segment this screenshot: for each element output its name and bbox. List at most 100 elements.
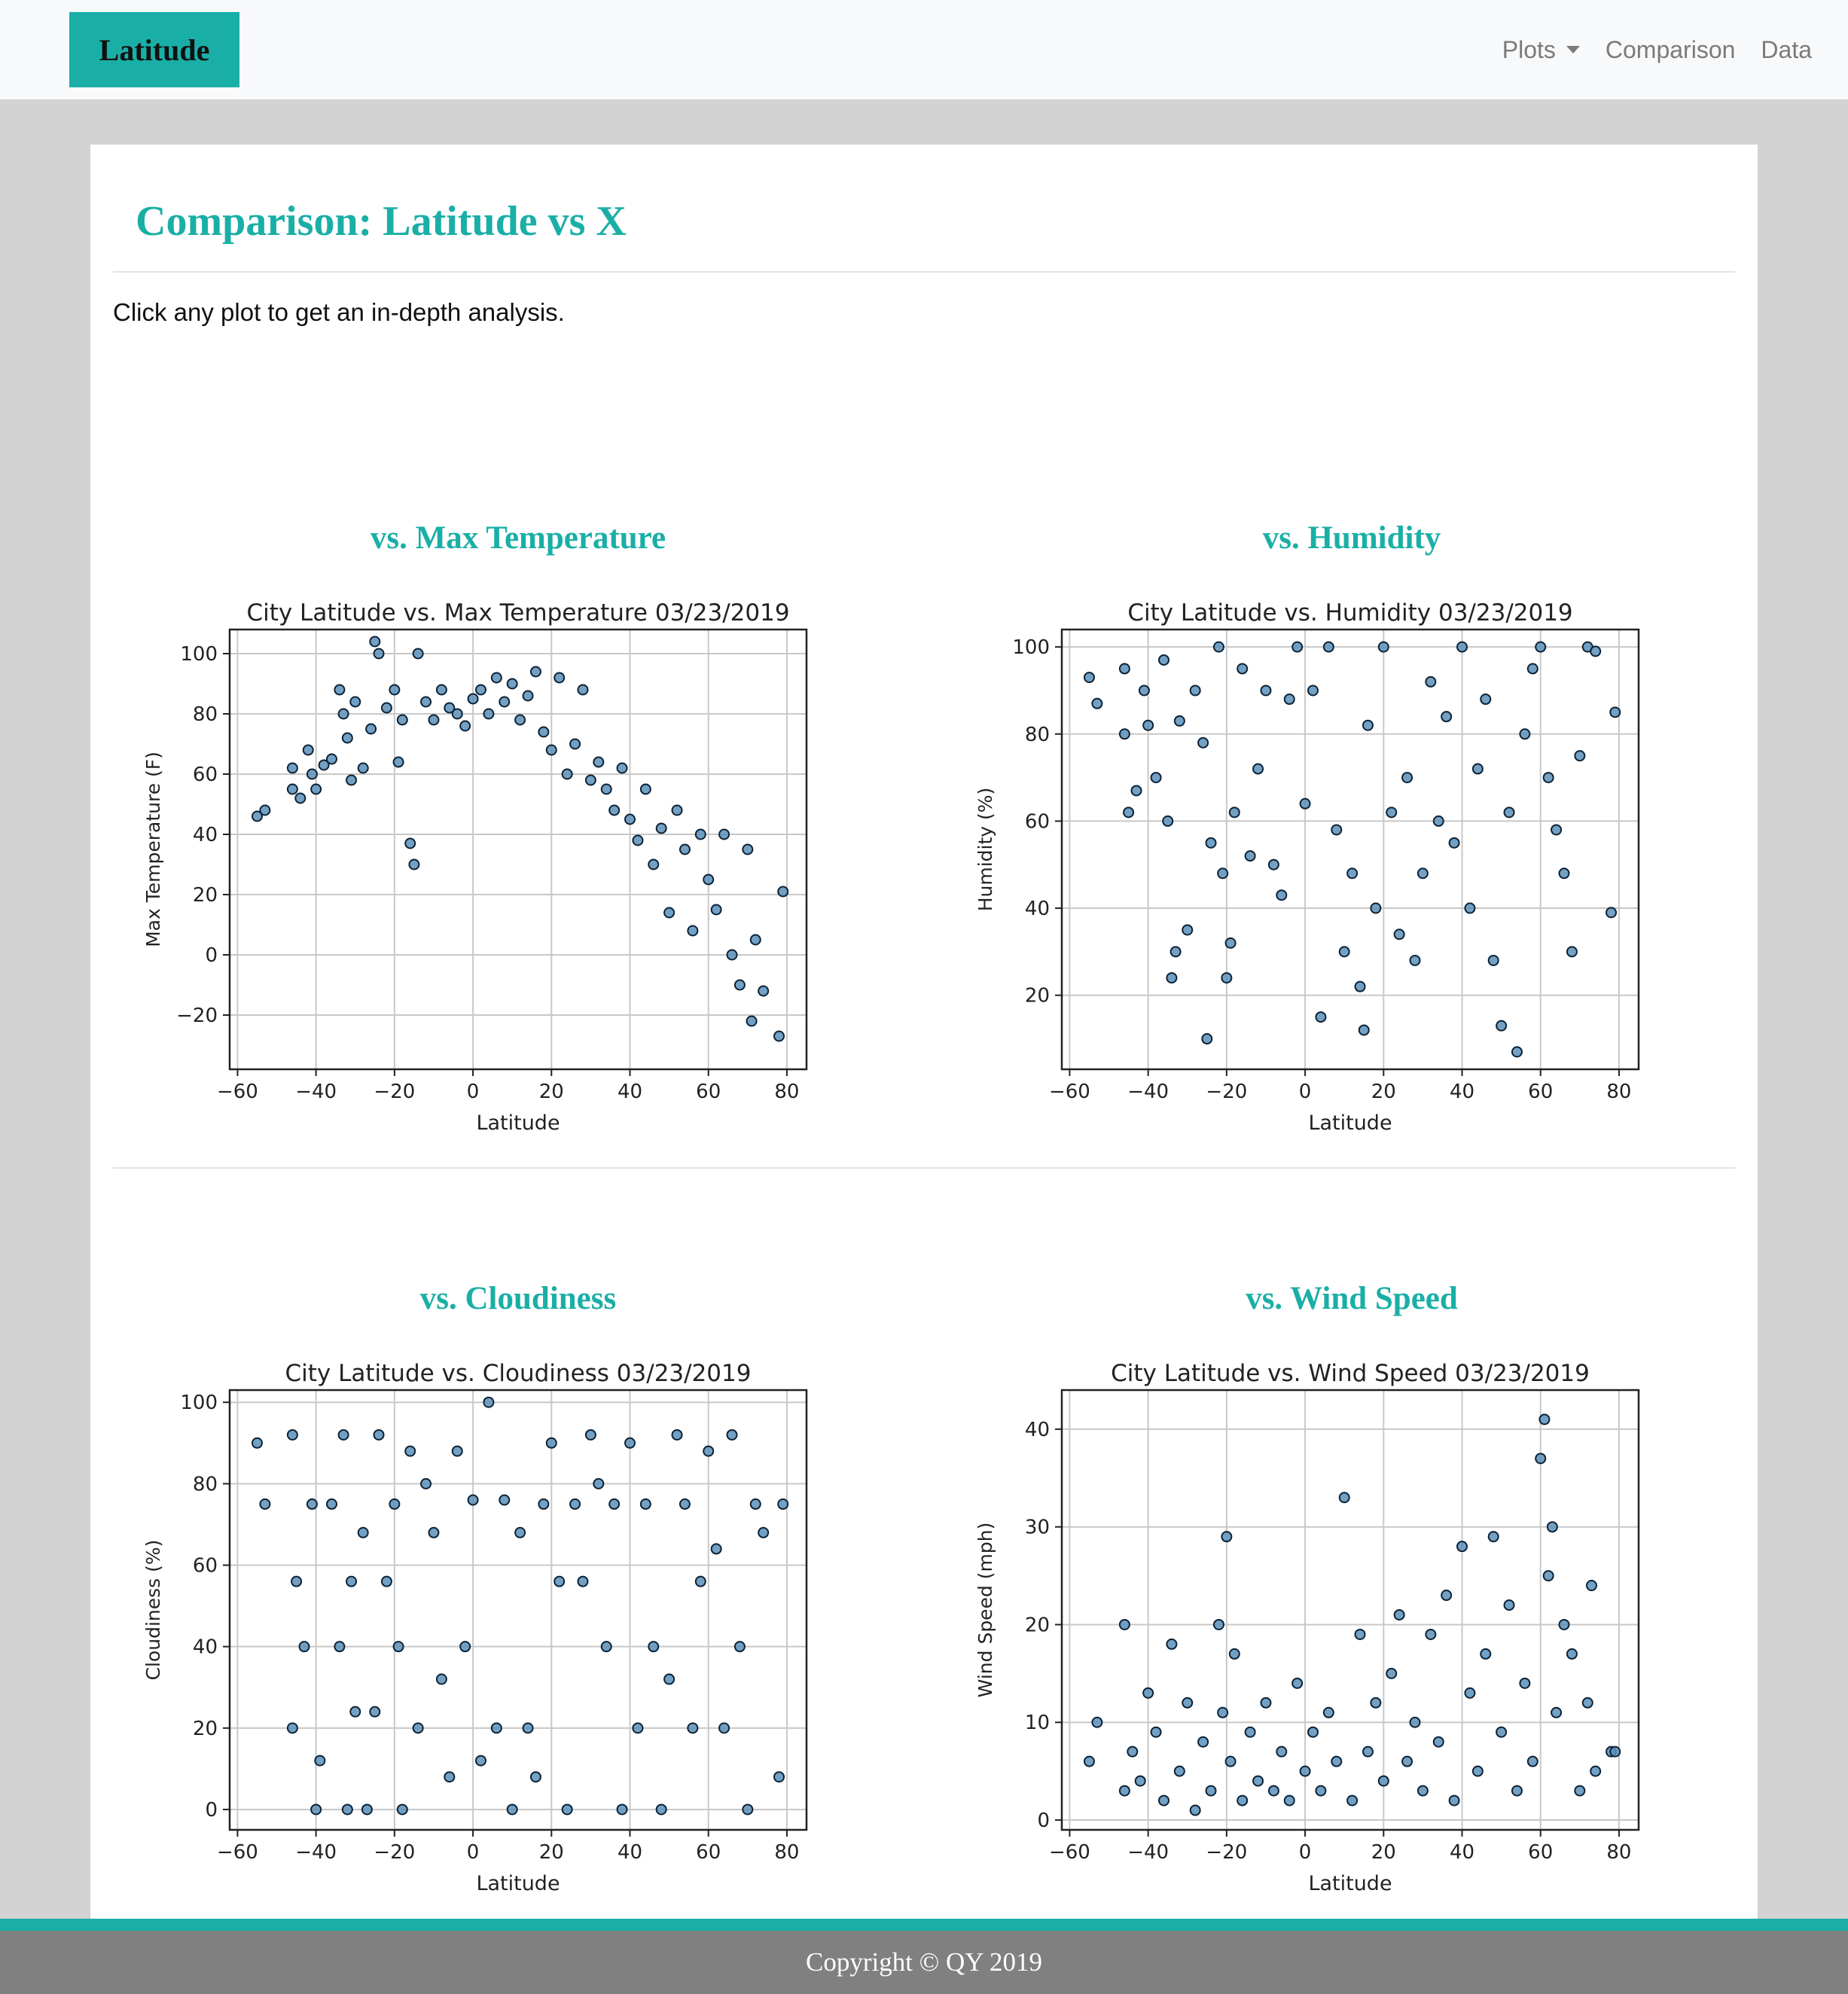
y-tick-label: 10 [1025,1712,1050,1734]
data-point [1441,1590,1453,1602]
data-point [373,1428,385,1441]
data-point [1260,684,1272,697]
data-point [577,1575,589,1587]
y-tick-label: −20 [176,1005,218,1027]
data-point [286,762,298,774]
data-point [1182,1697,1194,1709]
plot-max-temperature[interactable]: City Latitude vs. Max Temperature 03/23/… [136,590,889,1291]
data-point [742,843,754,855]
data-point [1511,1046,1523,1058]
x-tick-label: 0 [1299,1081,1312,1103]
navbar: Latitude Plots Comparison Data [0,0,1848,99]
data-point [1244,1726,1256,1738]
data-point [444,1771,456,1783]
data-point [718,828,730,840]
data-point [1091,1716,1103,1728]
y-axis-label: Max Temperature (F) [142,752,164,947]
data-point [334,1641,346,1653]
data-point [392,1641,404,1653]
data-point [444,702,456,714]
data-point [1471,1765,1484,1777]
data-point [1519,728,1531,740]
data-point [392,756,404,768]
data-point [1526,1755,1538,1767]
data-point [325,1498,337,1510]
data-point [1409,1716,1421,1728]
x-tick-label: −40 [1127,1081,1169,1103]
x-tick-label: 80 [774,1841,799,1864]
section-divider [113,1167,1735,1169]
data-point [1346,1794,1359,1806]
data-point [369,636,381,648]
plot-humidity[interactable]: City Latitude vs. Humidity 03/23/2019 −60… [968,590,1721,1291]
x-tick-label: −60 [217,1841,258,1864]
data-point [1189,1804,1201,1816]
chart-title: City Latitude vs. Cloudiness 03/23/2019 [285,1360,752,1387]
data-point [1173,1765,1185,1777]
data-point [314,1755,326,1767]
data-point [616,1803,628,1816]
content-card: Comparison: Latitude vs X Click any plot… [90,145,1758,1919]
data-point [624,1437,636,1449]
data-point [380,1575,392,1587]
data-point [710,904,722,916]
data-point [1487,954,1499,966]
data-point [733,1641,746,1653]
nav-comparison-link[interactable]: Comparison [1605,35,1736,63]
data-point [302,744,314,756]
data-point [1496,1726,1508,1738]
caret-down-icon [1566,46,1580,53]
plot-heading-humidity: vs. Humidity [1262,520,1441,556]
data-point [1091,697,1103,709]
data-point [1173,715,1185,727]
data-point [561,1803,573,1816]
plot-frame [228,628,808,1071]
x-axis-label: Latitude [476,1872,560,1895]
x-tick-label: 20 [539,1081,564,1103]
data-point [1150,1726,1162,1738]
y-tick-label: 0 [205,944,218,967]
scatter-humidity: City Latitude vs. Humidity 03/23/2019 −60… [974,599,1640,1135]
data-point [671,1428,683,1441]
y-tick-label: 20 [193,1718,218,1740]
data-point [1551,824,1563,836]
data-point [1237,663,1249,675]
data-point [1581,1697,1593,1709]
nav-plots-dropdown[interactable]: Plots [1502,36,1580,64]
data-point [1464,902,1476,914]
data-point [671,804,683,816]
data-point [1574,750,1586,762]
x-tick-label: 40 [1450,1841,1474,1864]
y-tick-label: 40 [193,1636,218,1659]
plot-cloudiness[interactable]: City Latitude vs. Cloudiness 03/23/2019 −… [136,1351,889,1994]
data-point [483,708,495,720]
data-point [1566,946,1578,958]
data-point [334,684,346,696]
data-point [694,1575,706,1587]
data-point [758,1526,770,1538]
x-tick-label: −40 [1127,1841,1169,1864]
data-point [1083,672,1095,684]
data-point [1228,806,1240,819]
nav-data-link[interactable]: Data [1761,35,1812,63]
x-tick-label: 80 [774,1081,799,1103]
data-point [679,1498,691,1510]
data-point [346,774,358,786]
plot-heading-wind-speed: vs. Wind Speed [1246,1281,1458,1316]
x-tick-label: 20 [1371,1841,1396,1864]
data-point [1221,972,1233,984]
data-point [655,1803,667,1816]
intro-text: Click any plot to get an in-depth analys… [113,298,565,326]
data-point [286,1428,298,1441]
data-point [1464,1687,1476,1699]
data-point [1558,867,1570,880]
data-point [1409,954,1421,966]
x-tick-label: 0 [467,1081,480,1103]
data-point [749,934,761,946]
brand-logo[interactable]: Latitude [69,12,239,87]
nav-plots-label: Plots [1502,35,1556,63]
data-point [1585,1580,1597,1592]
data-point [1169,946,1182,958]
data-point [1338,1492,1350,1504]
plot-wind-speed[interactable]: City Latitude vs. Wind Speed 03/23/2019 −… [968,1351,1721,1994]
